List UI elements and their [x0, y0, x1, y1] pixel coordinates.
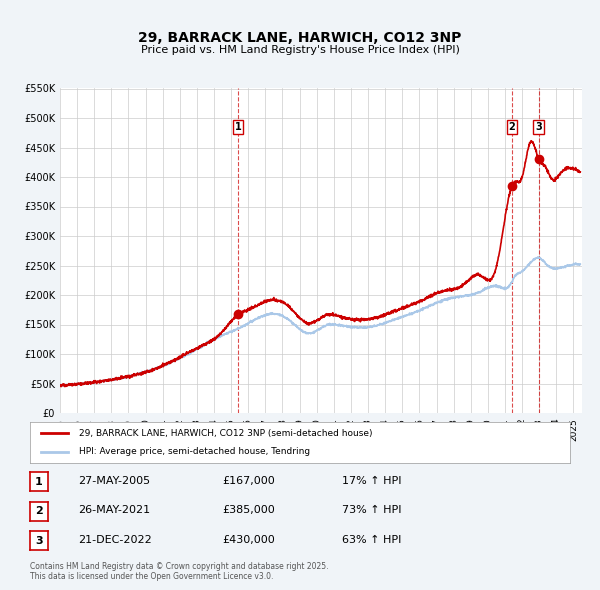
- Text: £385,000: £385,000: [222, 506, 275, 515]
- Text: 73% ↑ HPI: 73% ↑ HPI: [342, 506, 401, 515]
- Text: 17% ↑ HPI: 17% ↑ HPI: [342, 476, 401, 486]
- Text: HPI: Average price, semi-detached house, Tendring: HPI: Average price, semi-detached house,…: [79, 447, 310, 456]
- Text: 2: 2: [508, 123, 515, 132]
- Text: 1: 1: [235, 123, 242, 132]
- Text: 27-MAY-2005: 27-MAY-2005: [78, 476, 150, 486]
- Text: Price paid vs. HM Land Registry's House Price Index (HPI): Price paid vs. HM Land Registry's House …: [140, 45, 460, 55]
- Text: 2: 2: [35, 506, 43, 516]
- Text: 1: 1: [35, 477, 43, 487]
- Text: 21-DEC-2022: 21-DEC-2022: [78, 535, 152, 545]
- Text: 26-MAY-2021: 26-MAY-2021: [78, 506, 150, 515]
- Text: £167,000: £167,000: [222, 476, 275, 486]
- Text: 29, BARRACK LANE, HARWICH, CO12 3NP (semi-detached house): 29, BARRACK LANE, HARWICH, CO12 3NP (sem…: [79, 429, 372, 438]
- Text: £430,000: £430,000: [222, 535, 275, 545]
- Text: 63% ↑ HPI: 63% ↑ HPI: [342, 535, 401, 545]
- Text: 3: 3: [535, 123, 542, 132]
- Text: 29, BARRACK LANE, HARWICH, CO12 3NP: 29, BARRACK LANE, HARWICH, CO12 3NP: [139, 31, 461, 45]
- Text: Contains HM Land Registry data © Crown copyright and database right 2025.
This d: Contains HM Land Registry data © Crown c…: [30, 562, 329, 581]
- Text: 3: 3: [35, 536, 43, 546]
